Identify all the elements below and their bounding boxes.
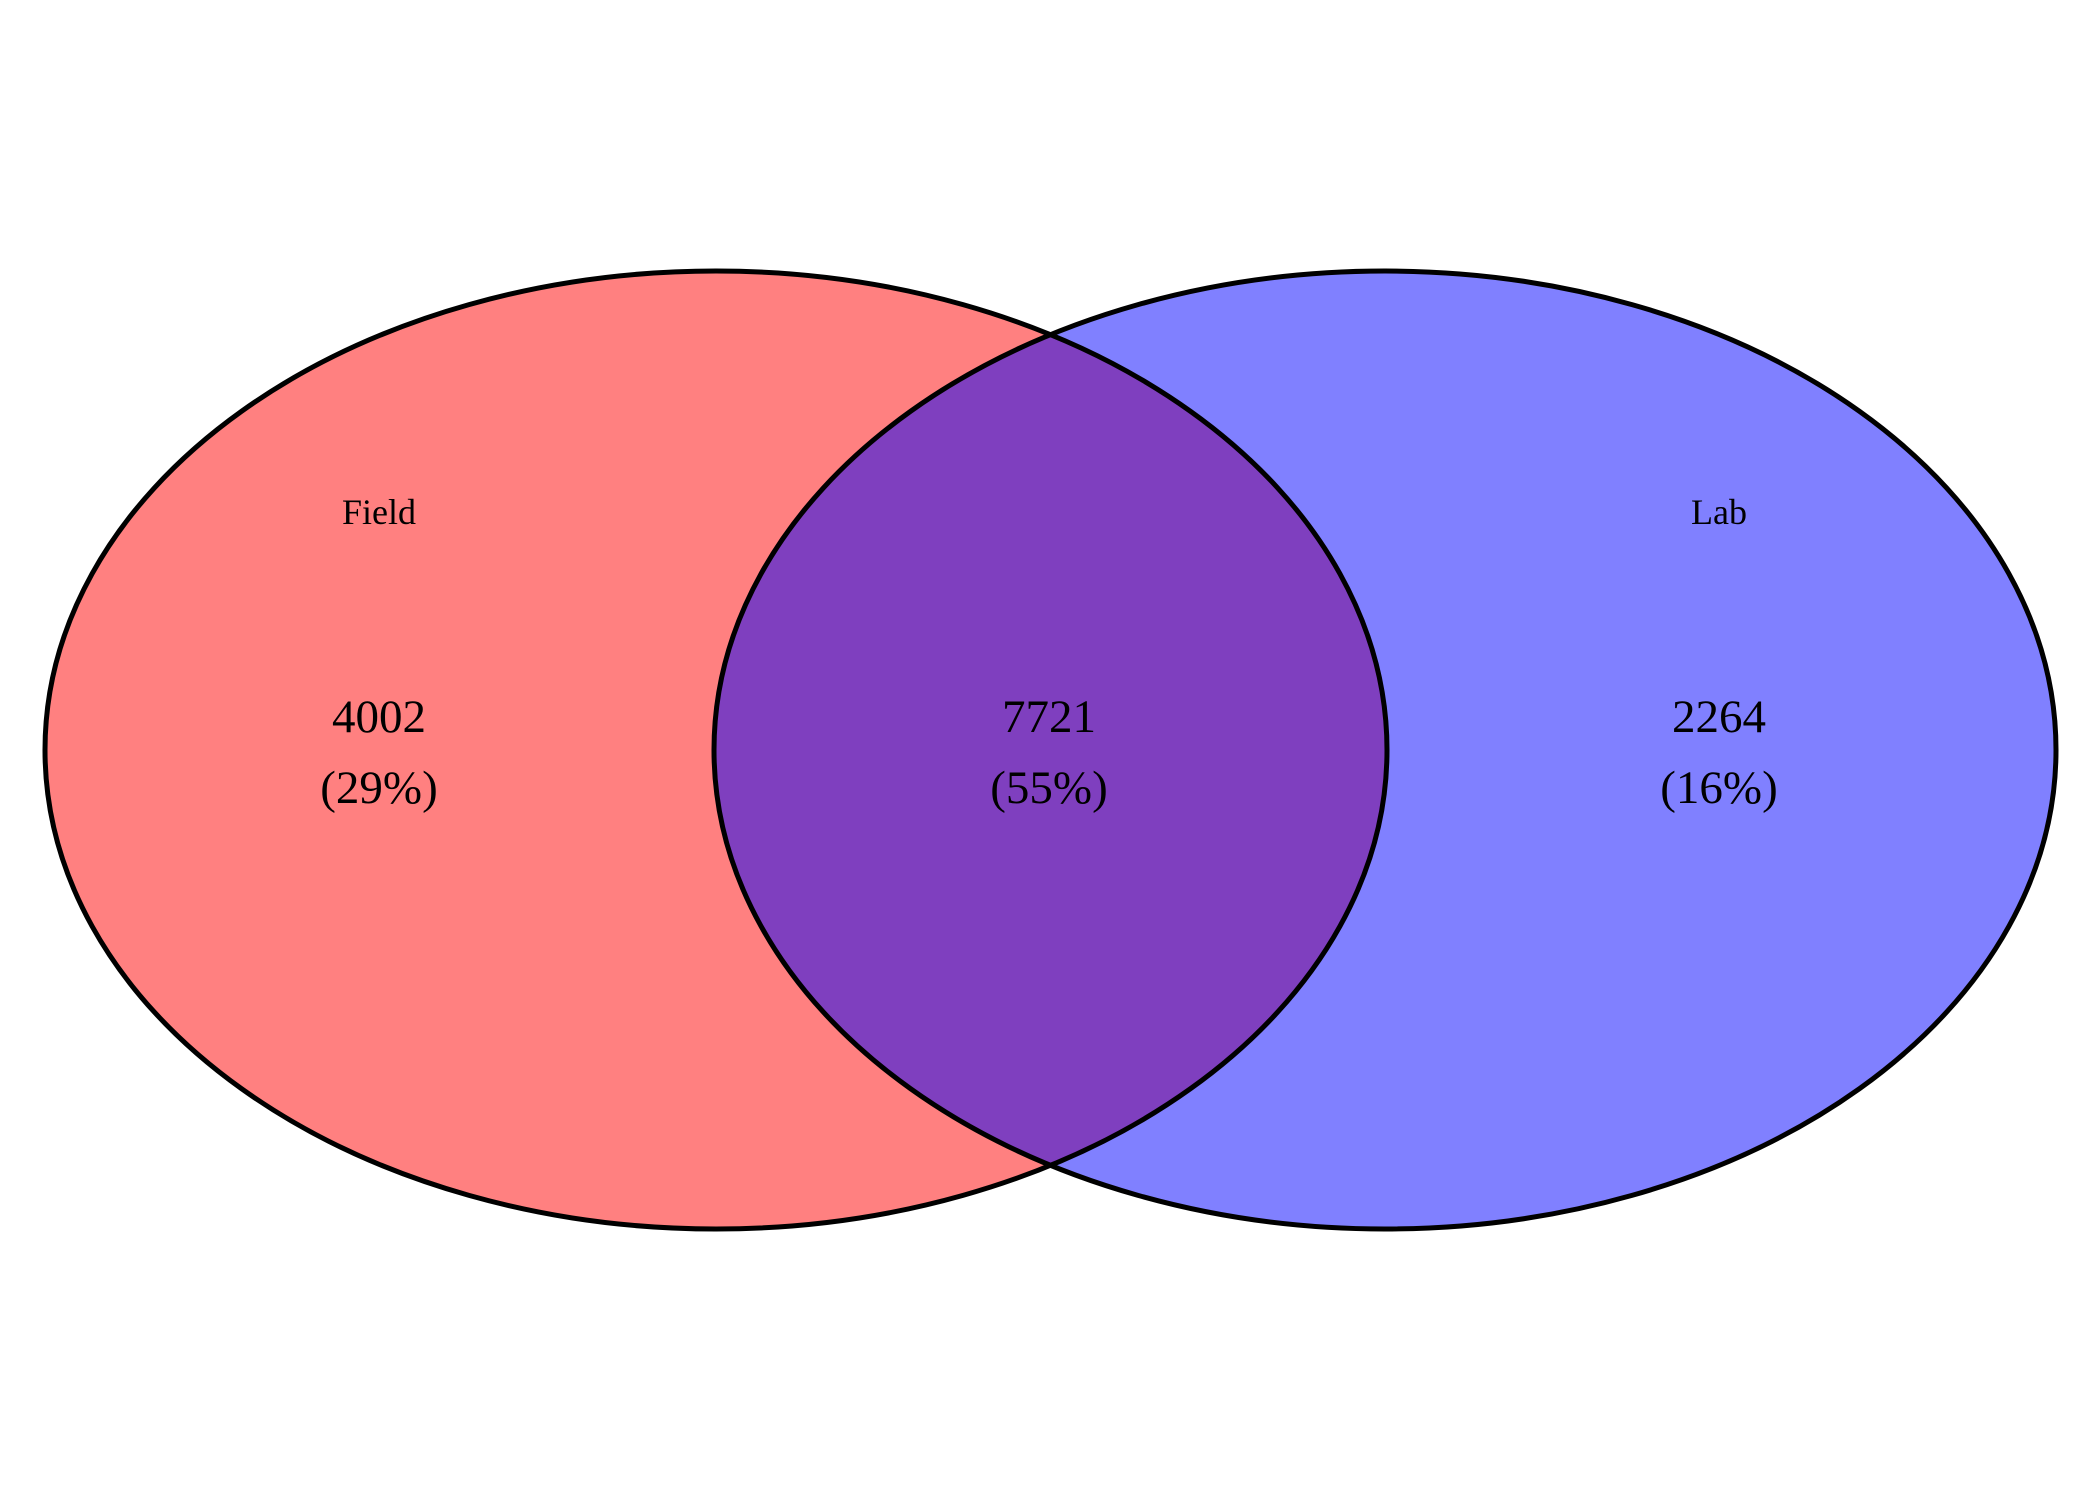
both-percent: (55%) — [990, 762, 1107, 814]
both-count: 7721 — [1002, 691, 1096, 743]
field-only-count: 4002 — [332, 691, 426, 743]
lab-set-outline — [711, 268, 2059, 1232]
field-set-label: Field — [342, 492, 416, 532]
field-set-outline — [42, 268, 1390, 1232]
field-only-percent: (29%) — [320, 762, 437, 814]
lab-only-percent: (16%) — [1660, 762, 1777, 814]
lab-only-count: 2264 — [1672, 691, 1766, 743]
lab-set-label: Lab — [1691, 492, 1747, 532]
